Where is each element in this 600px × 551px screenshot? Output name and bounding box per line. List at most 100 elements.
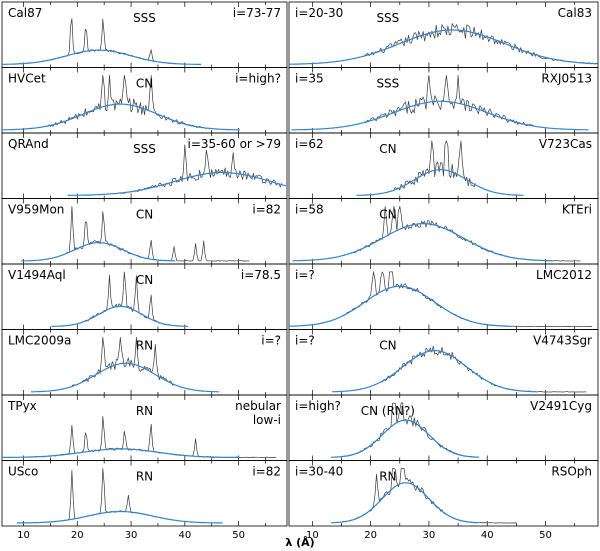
x-tick-label: 20	[71, 530, 84, 541]
model-curve	[330, 482, 480, 524]
object-name-label: RXJ0513	[541, 72, 592, 86]
nova-class-label: CN	[379, 339, 396, 353]
spectrum-panel: LMC2009a i=? RN	[1, 329, 288, 396]
spectrum-panel: TPyx nebular low-i RN	[1, 394, 288, 461]
inclination-label: i=58	[295, 203, 324, 217]
spectrum-panel: V4743Sgr i=? CN	[288, 329, 599, 396]
inclination-label: i=62	[295, 137, 324, 151]
spectrum-panel: Cal83 i=20-30 SSS	[288, 1, 599, 68]
observed-spectrum	[393, 140, 476, 191]
object-name-label: RSOph	[551, 465, 592, 479]
model-curve	[332, 350, 537, 393]
model-curve	[67, 171, 287, 196]
spectrum-panel: V2491Cyg i=high? CN (RN?)	[288, 394, 599, 461]
object-name-label: V4743Sgr	[533, 334, 592, 348]
object-name-label: QRAnd	[8, 137, 49, 151]
inclination-label: i=?	[295, 334, 315, 348]
observed-spectrum	[18, 18, 175, 65]
model-curve	[2, 448, 240, 458]
inclination-label: i=?	[295, 268, 315, 282]
x-axis-label: λ (Å)	[285, 536, 314, 549]
observed-spectrum	[341, 468, 517, 524]
object-name-label: V2491Cyg	[530, 399, 592, 413]
object-name-label: LMC2012	[536, 268, 592, 282]
nova-class-label: CN (RN?)	[361, 404, 415, 418]
panel-frame	[288, 460, 599, 527]
nova-class-label: CN	[136, 77, 153, 91]
inclination-label: i=82	[252, 203, 281, 217]
model-curve	[17, 510, 223, 524]
observed-spectrum	[71, 337, 175, 386]
inclination-label: i=35	[295, 72, 324, 86]
nova-class-label: CN	[379, 208, 396, 222]
object-name-label: Cal87	[8, 6, 42, 20]
x-tick-label: 30	[423, 530, 436, 541]
nova-class-label: CN	[136, 273, 153, 287]
inclination-label: i=20-30	[295, 6, 343, 20]
model-curve	[330, 419, 480, 458]
object-name-label: KTEri	[562, 203, 592, 217]
spectrum-panel: KTEri i=58 CN	[288, 198, 599, 265]
spectrum-panel: USco i=82 RN	[1, 460, 288, 527]
object-name-label: HVCet	[8, 72, 46, 86]
panel-frame	[288, 198, 599, 265]
panels-group: Cal87 i=73-77 SSS Cal83 i=20-30 SSS HVCet i=hig…	[1, 1, 599, 541]
spectrum-panel: V1494Aql i=78.5 CN	[1, 263, 288, 330]
inclination-label: i=73-77	[233, 6, 281, 20]
model-curve	[356, 168, 524, 196]
inclination-label: i=78.5	[241, 268, 281, 282]
model-curve	[31, 362, 220, 393]
object-name-label: LMC2009a	[8, 334, 71, 348]
nova-class-label: CN	[379, 142, 396, 156]
nova-class-label: RN	[379, 470, 396, 484]
object-name-label: V1494Aql	[8, 268, 66, 282]
model-curve	[21, 242, 176, 262]
x-tick-label: 10	[306, 530, 319, 541]
x-tick-label: 40	[178, 530, 191, 541]
model-curve	[51, 305, 189, 327]
inclination-label: i=?	[261, 334, 281, 348]
observed-spectrum	[381, 345, 587, 393]
observed-spectrum	[66, 206, 250, 262]
nova-class-label: SSS	[376, 11, 399, 25]
model-curve	[292, 223, 553, 262]
model-curve	[2, 103, 240, 131]
spectrum-panel: LMC2012 i=?	[288, 263, 599, 330]
nova-class-label: RN	[136, 470, 153, 484]
object-name-label: V723Cas	[539, 137, 592, 151]
observed-spectrum	[45, 75, 207, 130]
observed-spectrum	[82, 271, 169, 326]
panel-frame	[1, 460, 288, 527]
spectrum-panel: HVCet i=high? CN	[1, 67, 288, 134]
nova-class-label: SSS	[133, 142, 156, 156]
nova-class-label: CN	[136, 208, 153, 222]
spectrum-panel: V723Cas i=62 CN	[288, 132, 599, 199]
nova-class-label: SSS	[133, 11, 156, 25]
inclination-label: i=high?	[295, 399, 341, 413]
object-name-label: V959Mon	[8, 203, 64, 217]
x-tick-label: 10	[17, 530, 30, 541]
spectrum-panel: Cal87 i=73-77 SSS	[1, 1, 288, 68]
spectrum-panel: QRAnd i=35-60 or >79 SSS	[1, 132, 288, 199]
object-name-label: Cal83	[558, 6, 592, 20]
x-tick-label: 40	[481, 530, 494, 541]
nova-class-label: SSS	[376, 77, 399, 91]
spectrum-panel: V959Mon i=82 CN	[1, 198, 288, 265]
inclination-label: i=35-60 or >79	[188, 137, 282, 151]
x-tick-label: 50	[539, 530, 552, 541]
inclination-label: nebular low-i	[235, 399, 281, 427]
inclination-label: i=30-40	[295, 465, 343, 479]
nova-class-label: RN	[136, 339, 153, 353]
inclination-label: i=82	[252, 465, 281, 479]
observed-spectrum	[120, 144, 282, 194]
inclination-label: i=high?	[235, 72, 281, 86]
model-curve	[289, 285, 511, 327]
model-curve	[291, 100, 589, 131]
spectrum-panel: RXJ0513 i=35 SSS	[288, 67, 599, 134]
nova-class-label: RN	[136, 404, 153, 418]
object-name-label: TPyx	[7, 399, 37, 413]
x-tick-label: 50	[232, 530, 245, 541]
object-name-label: USco	[8, 465, 38, 479]
x-tick-label: 30	[125, 530, 138, 541]
